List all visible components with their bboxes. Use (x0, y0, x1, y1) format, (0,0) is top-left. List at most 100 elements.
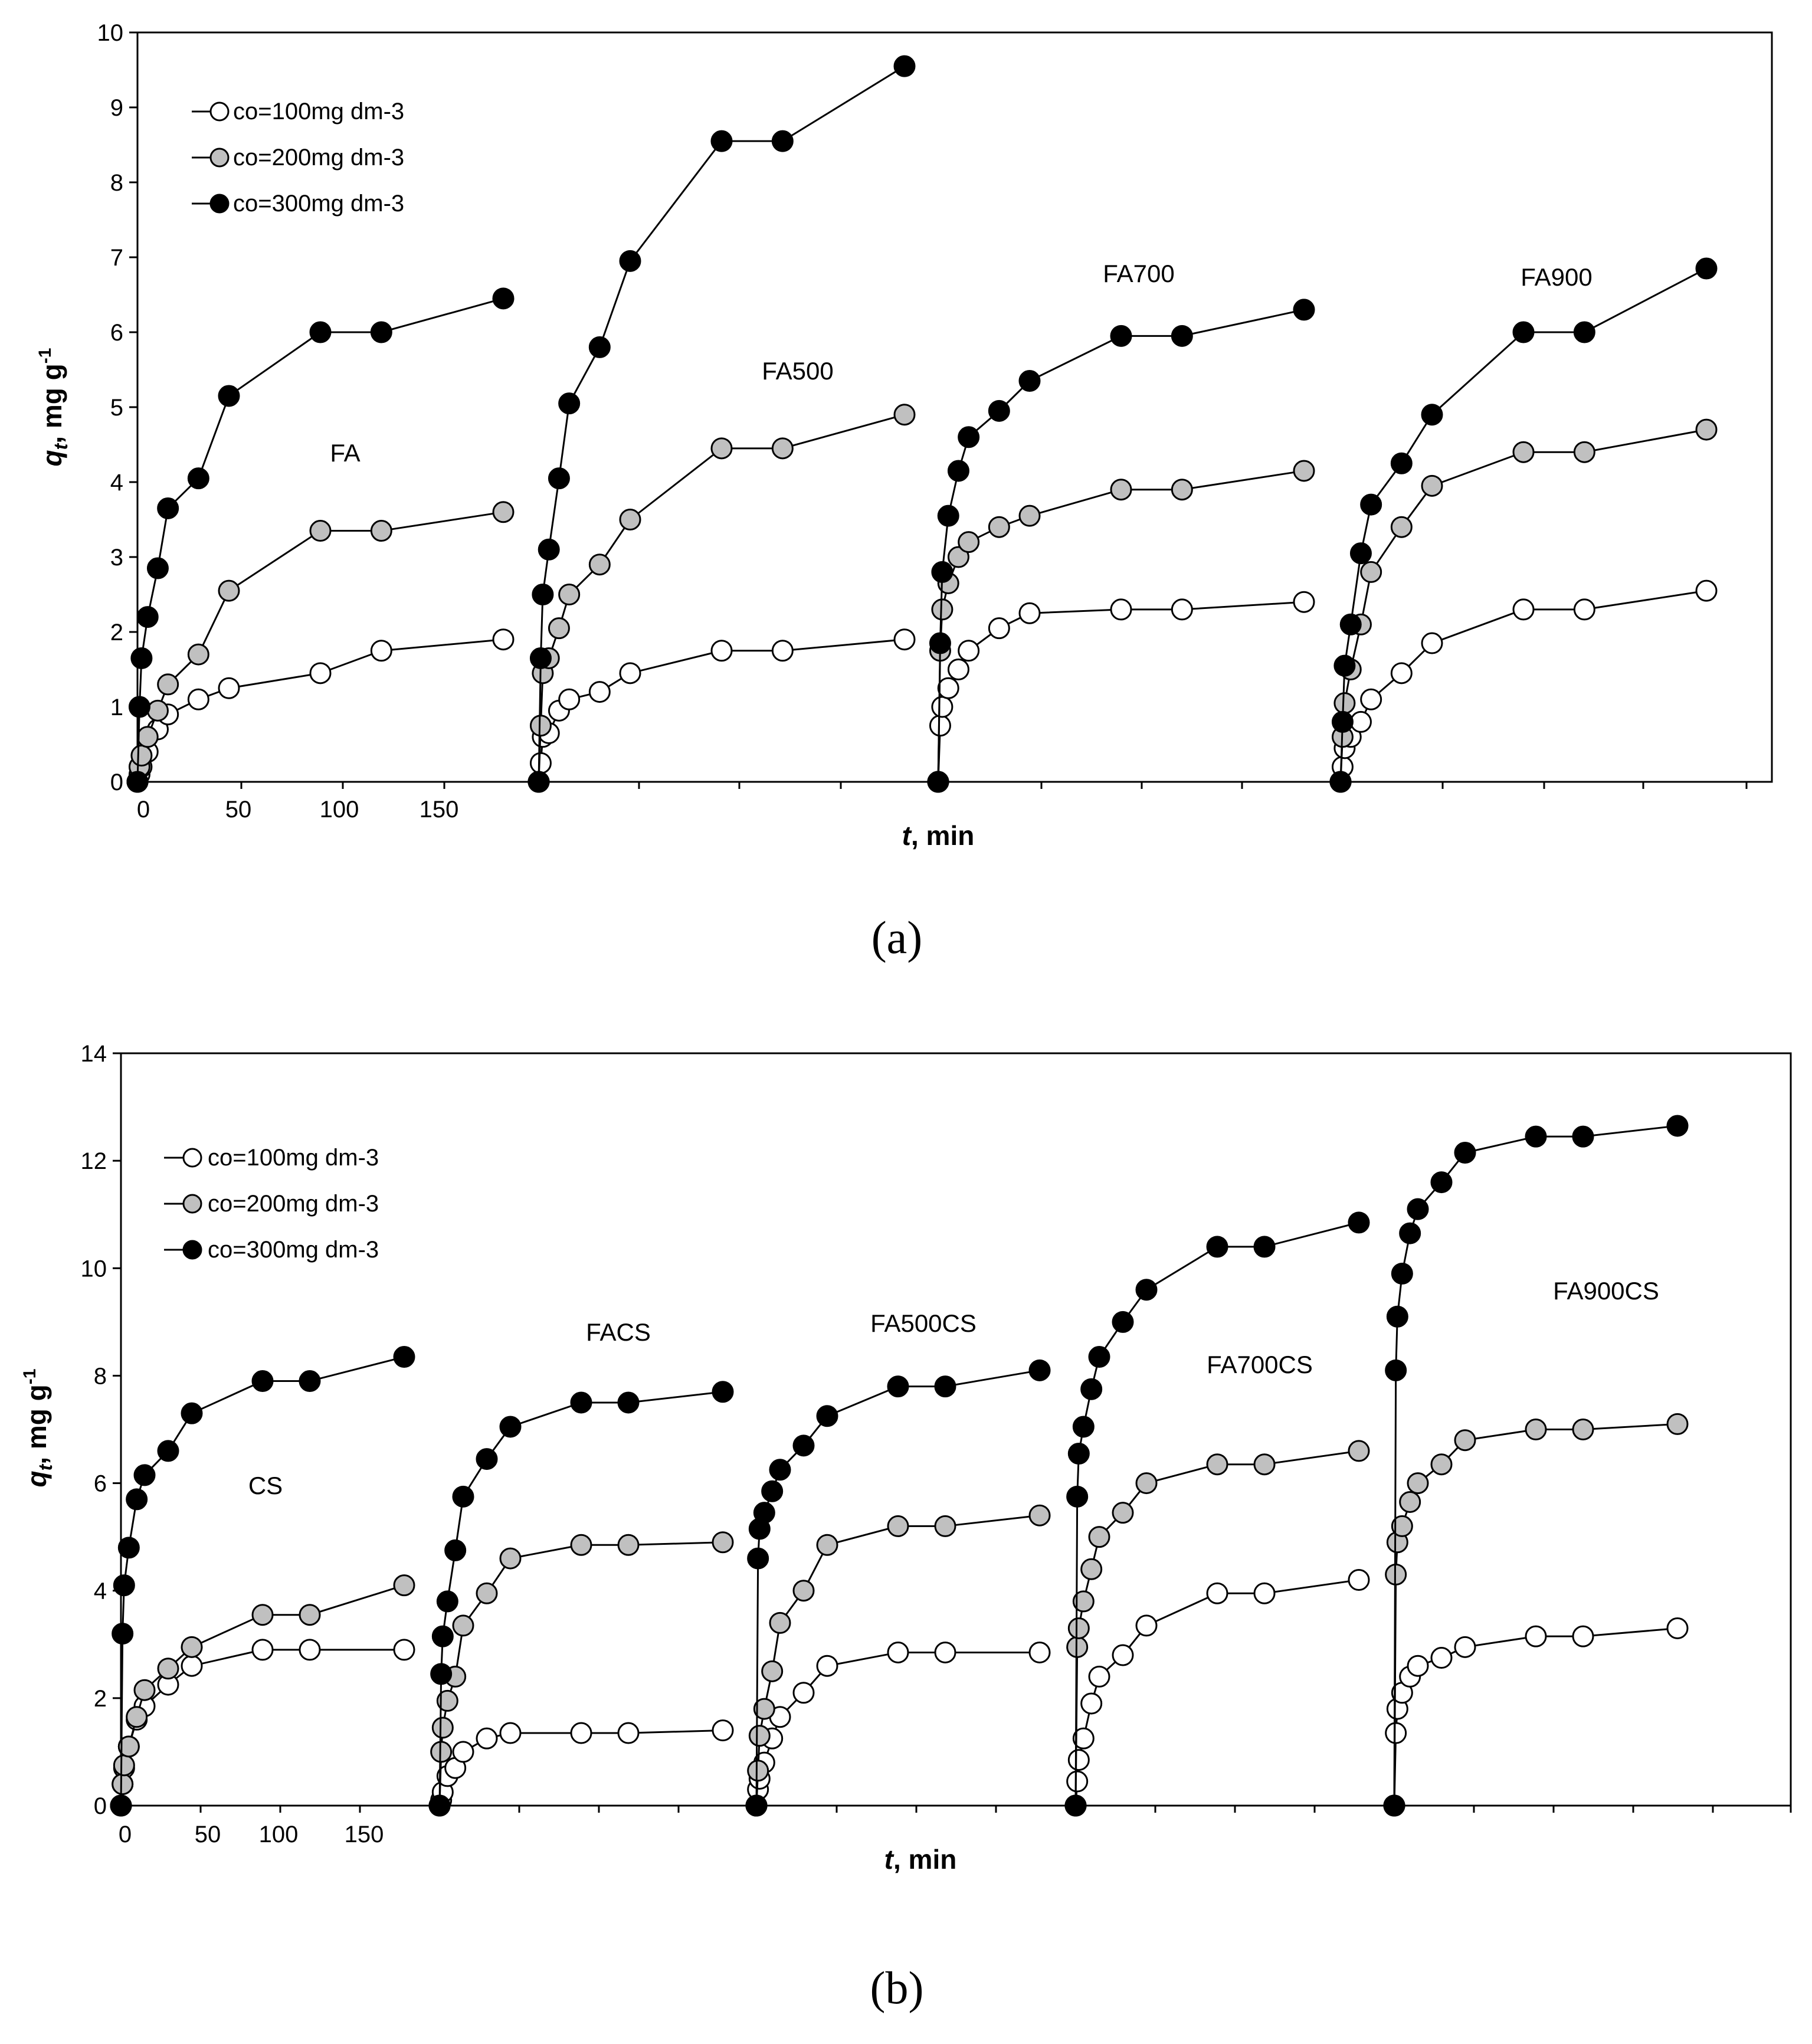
data-point (146, 557, 169, 579)
data-point (1018, 370, 1041, 392)
data-point (529, 715, 552, 737)
data-point (710, 130, 733, 152)
data-point (1333, 692, 1356, 715)
data-point (110, 1794, 132, 1817)
data-point (1666, 1115, 1689, 1137)
data-point (126, 1706, 148, 1728)
data-point (958, 426, 980, 448)
group-label-fa500cs: FA500CS (870, 1309, 977, 1337)
y-tick-label: 6 (94, 1471, 107, 1497)
data-point (1110, 479, 1132, 501)
data-point (1391, 1515, 1413, 1537)
data-point (893, 404, 916, 426)
data-point (431, 1717, 454, 1739)
data-point (309, 662, 332, 684)
data-point (771, 640, 794, 662)
data-point (538, 538, 560, 561)
data-point (476, 1727, 498, 1750)
x-tick-label: 150 (345, 1822, 384, 1848)
data-point (492, 287, 515, 310)
data-point (130, 745, 153, 767)
data-point (113, 1754, 135, 1777)
data-point (1390, 516, 1413, 538)
data-point (617, 1722, 640, 1744)
data-point (1206, 1236, 1228, 1258)
data-point (1067, 1442, 1090, 1465)
group-fa500cs (745, 1359, 1051, 1817)
data-point (1072, 1590, 1095, 1613)
data-point (617, 1534, 640, 1556)
data-point (816, 1534, 838, 1556)
data-point (393, 1574, 415, 1597)
data-point (431, 1625, 454, 1647)
data-point (1390, 662, 1413, 684)
data-point (499, 1416, 522, 1438)
data-point (428, 1794, 451, 1817)
data-point (792, 1580, 815, 1602)
legend-marker-300 (182, 1240, 202, 1260)
data-point (532, 584, 554, 605)
data-point (1348, 1211, 1370, 1234)
data-point (393, 1346, 415, 1368)
data-point (747, 1547, 769, 1570)
data-point (769, 1459, 791, 1481)
data-point (1072, 1727, 1095, 1750)
data-point (436, 1590, 458, 1613)
panel-a-legend: co=100mg dm-3 co=200mg dm-3 co=300mg dm-… (192, 99, 404, 217)
data-point (187, 688, 209, 710)
data-point (1331, 710, 1354, 733)
data-point (452, 1614, 474, 1637)
panel-b-chart: 0 2 4 6 8 10 12 14 0 50 100 150 co=100mg dm-3 co=2… (20, 1041, 1792, 2013)
data-point (1407, 1472, 1429, 1495)
data-point (529, 752, 552, 774)
y-tick-label: 9 (110, 95, 123, 121)
data-point (1349, 542, 1372, 565)
data-point (1293, 460, 1315, 482)
data-point (136, 606, 159, 628)
panel-a-chart: 0 1 2 3 4 5 6 7 8 9 10 0 50 100 150 co=100mg dm-3 co=… (35, 20, 1773, 963)
data-point (617, 1391, 640, 1414)
data-point (136, 726, 159, 748)
data-point (128, 696, 150, 718)
data-point (117, 1537, 140, 1559)
data-point (133, 1464, 156, 1486)
panel-b-plot-area (120, 1052, 1792, 1807)
data-point (1573, 441, 1595, 463)
data-point (1112, 1502, 1134, 1524)
data-point (299, 1370, 321, 1393)
data-point (370, 520, 392, 542)
data-point (1293, 299, 1315, 321)
data-point (761, 1660, 784, 1682)
data-point (126, 1488, 148, 1511)
data-point (181, 1402, 203, 1424)
data-point (588, 681, 611, 703)
data-point (1360, 493, 1382, 516)
group-label-facs: FACS (586, 1318, 651, 1346)
data-point (1348, 1440, 1370, 1462)
data-point (1407, 1655, 1429, 1677)
data-point (1348, 1569, 1370, 1591)
data-point (937, 505, 959, 527)
data-point (816, 1655, 838, 1677)
data-point (619, 662, 641, 684)
data-point (570, 1722, 592, 1744)
data-point (893, 628, 916, 651)
data-point (947, 546, 969, 568)
data-point (117, 1735, 140, 1758)
data-point (771, 437, 794, 460)
data-point (1028, 1359, 1051, 1381)
data-point (1135, 1472, 1158, 1495)
group-label-fa500: FA500 (762, 357, 833, 385)
data-point (499, 1722, 522, 1744)
data-point (988, 399, 1010, 422)
data-point (393, 1639, 415, 1661)
panel-b-x-axis-title: t, min (884, 1844, 957, 1875)
x-tick-label: 150 (420, 797, 459, 823)
data-point (1573, 598, 1595, 621)
data-point (745, 1794, 768, 1817)
data-point (309, 520, 332, 542)
data-point (476, 1582, 498, 1604)
data-point (958, 531, 980, 553)
data-point (619, 509, 641, 530)
data-point (1695, 418, 1718, 441)
